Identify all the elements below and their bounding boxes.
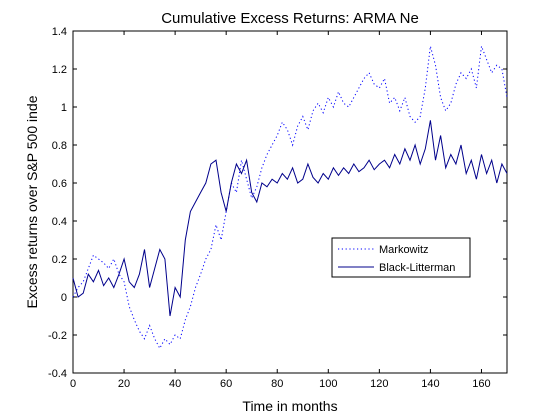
y-tick-label: -0.4 xyxy=(48,368,67,380)
x-tick-label: 0 xyxy=(70,378,76,390)
x-tick-label: 40 xyxy=(169,378,181,390)
y-axis: -0.4 -0.2 0 0.2 0.4 0.6 0.8 1 1.2 1.4 xyxy=(48,26,507,380)
legend: Markowitz Black-Litterman xyxy=(331,237,471,278)
x-axis: 0 20 40 60 80 100 120 140 160 xyxy=(70,31,491,390)
y-axis-label: Excess returns over S&P 500 inde xyxy=(24,95,40,308)
x-tick-label: 120 xyxy=(370,378,388,390)
legend-label-black-litterman: Black-Litterman xyxy=(379,262,455,274)
x-tick-label: 80 xyxy=(271,378,283,390)
chart-title: Cumulative Excess Returns: ARMA Ne xyxy=(161,10,419,27)
x-axis-label: Time in months xyxy=(242,398,337,414)
x-tick-label: 60 xyxy=(220,378,232,390)
y-tick-label: 0.2 xyxy=(52,254,67,266)
plot-area-frame xyxy=(72,30,508,374)
y-tick-label: 1 xyxy=(61,102,67,114)
y-tick-label: 0.4 xyxy=(52,216,67,228)
legend-label-markowitz: Markowitz xyxy=(379,244,429,256)
y-tick-label: 0.8 xyxy=(52,140,67,152)
y-tick-label: 0.6 xyxy=(52,178,67,190)
series-group xyxy=(72,46,508,350)
y-tick-label: 0 xyxy=(61,292,67,304)
y-tick-label: 1.4 xyxy=(52,26,67,38)
x-tick-label: 20 xyxy=(118,378,130,390)
x-tick-label: 100 xyxy=(319,378,337,390)
y-tick-label: -0.2 xyxy=(48,330,67,342)
y-tick-label: 1.2 xyxy=(52,64,67,76)
series-line-black-litterman xyxy=(72,120,508,317)
x-tick-label: 140 xyxy=(421,378,439,390)
x-tick-label: 160 xyxy=(472,378,490,390)
series-line-markowitz xyxy=(72,46,508,350)
legend-box xyxy=(331,237,471,278)
